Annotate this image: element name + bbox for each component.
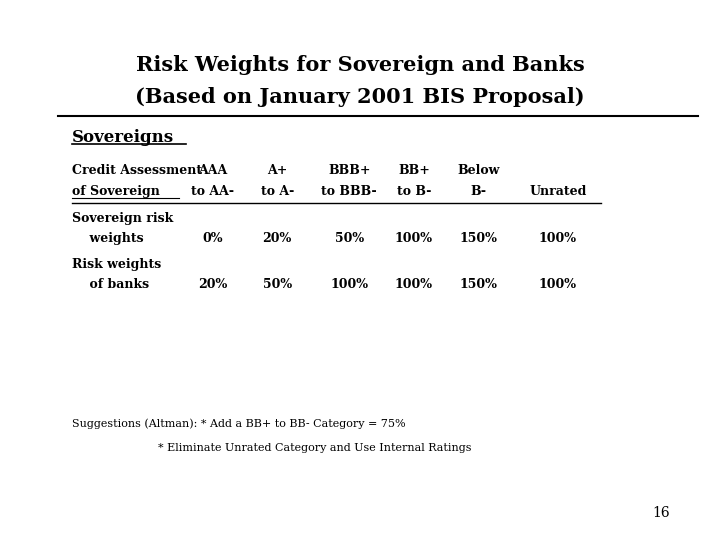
- Text: 0%: 0%: [202, 232, 222, 245]
- Text: Risk weights: Risk weights: [72, 258, 161, 271]
- Text: 150%: 150%: [460, 278, 498, 291]
- Text: 100%: 100%: [395, 232, 433, 245]
- Text: 20%: 20%: [263, 232, 292, 245]
- Text: Sovereigns: Sovereigns: [72, 129, 174, 146]
- Text: to AA-: to AA-: [191, 185, 234, 198]
- Text: Credit Assessment: Credit Assessment: [72, 164, 202, 177]
- Text: of Sovereign: of Sovereign: [72, 185, 160, 198]
- Text: to A-: to A-: [261, 185, 294, 198]
- Text: 100%: 100%: [395, 278, 433, 291]
- Text: 100%: 100%: [539, 278, 577, 291]
- Text: 150%: 150%: [460, 232, 498, 245]
- Text: 50%: 50%: [263, 278, 292, 291]
- Text: Below: Below: [458, 164, 500, 177]
- Text: of banks: of banks: [72, 278, 149, 291]
- Text: * Eliminate Unrated Category and Use Internal Ratings: * Eliminate Unrated Category and Use Int…: [158, 443, 472, 453]
- Text: Unrated: Unrated: [529, 185, 587, 198]
- Text: 16: 16: [652, 506, 670, 520]
- Text: 100%: 100%: [330, 278, 368, 291]
- Text: to BBB-: to BBB-: [321, 185, 377, 198]
- Text: (Based on January 2001 BIS Proposal): (Based on January 2001 BIS Proposal): [135, 87, 585, 107]
- Text: 50%: 50%: [335, 232, 364, 245]
- Text: Suggestions (Altman): * Add a BB+ to BB- Category = 75%: Suggestions (Altman): * Add a BB+ to BB-…: [72, 418, 405, 429]
- Text: AAA: AAA: [198, 164, 227, 177]
- Text: to B-: to B-: [397, 185, 431, 198]
- Text: Sovereign risk: Sovereign risk: [72, 212, 174, 225]
- Text: BBB+: BBB+: [328, 164, 371, 177]
- Text: 100%: 100%: [539, 232, 577, 245]
- Text: Risk Weights for Sovereign and Banks: Risk Weights for Sovereign and Banks: [135, 55, 585, 75]
- Text: BB+: BB+: [398, 164, 430, 177]
- Text: A+: A+: [267, 164, 287, 177]
- Text: weights: weights: [72, 232, 143, 245]
- Text: 20%: 20%: [198, 278, 227, 291]
- Text: B-: B-: [471, 185, 487, 198]
